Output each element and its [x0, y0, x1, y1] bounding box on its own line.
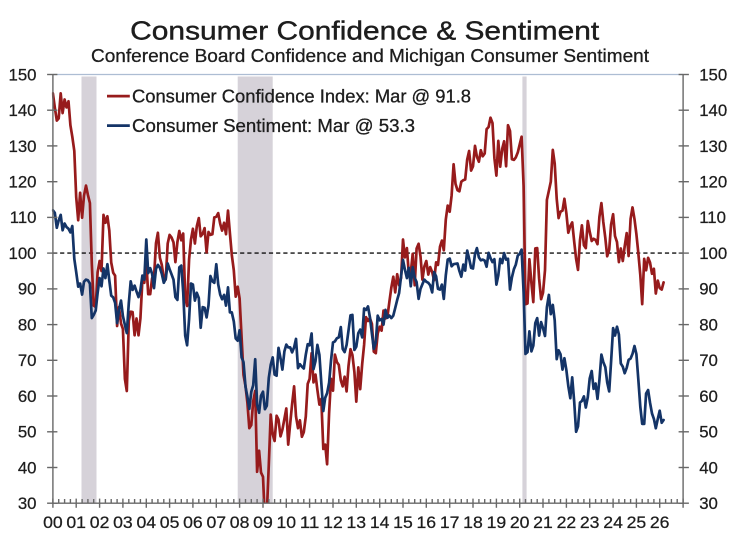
svg-text:20: 20 — [510, 513, 530, 532]
svg-text:130: 130 — [9, 137, 37, 156]
svg-text:08: 08 — [230, 513, 250, 532]
svg-text:140: 140 — [699, 101, 727, 120]
svg-text:25: 25 — [627, 513, 647, 532]
svg-text:60: 60 — [699, 387, 718, 406]
svg-text:24: 24 — [603, 513, 623, 532]
svg-text:14: 14 — [370, 513, 390, 532]
svg-text:16: 16 — [417, 513, 437, 532]
svg-text:120: 120 — [9, 173, 37, 192]
svg-text:140: 140 — [9, 101, 37, 120]
svg-text:30: 30 — [18, 494, 37, 513]
svg-text:90: 90 — [699, 280, 718, 299]
svg-text:50: 50 — [699, 423, 718, 442]
svg-text:21: 21 — [533, 513, 553, 532]
svg-text:18: 18 — [463, 513, 483, 532]
svg-text:00: 00 — [43, 513, 63, 532]
svg-text:22: 22 — [557, 513, 577, 532]
svg-text:50: 50 — [18, 423, 37, 442]
svg-text:19: 19 — [487, 513, 507, 532]
svg-text:02: 02 — [90, 513, 110, 532]
svg-text:Conference Board Confidence an: Conference Board Confidence and Michigan… — [91, 45, 650, 66]
svg-text:Consumer Sentiment: Mar @ 53.3: Consumer Sentiment: Mar @ 53.3 — [132, 116, 415, 136]
svg-text:110: 110 — [10, 208, 37, 227]
svg-text:100: 100 — [9, 244, 37, 263]
svg-text:15: 15 — [393, 513, 413, 532]
svg-text:09: 09 — [253, 513, 273, 532]
svg-text:40: 40 — [18, 458, 37, 477]
svg-text:13: 13 — [347, 513, 367, 532]
svg-text:04: 04 — [137, 513, 157, 532]
svg-text:70: 70 — [18, 351, 37, 370]
svg-text:11: 11 — [300, 513, 320, 532]
svg-text:03: 03 — [113, 513, 133, 532]
svg-text:26: 26 — [650, 513, 670, 532]
svg-text:06: 06 — [183, 513, 203, 532]
svg-text:17: 17 — [440, 513, 460, 532]
svg-text:40: 40 — [699, 458, 718, 477]
svg-text:01: 01 — [66, 513, 86, 532]
svg-text:150: 150 — [9, 65, 37, 84]
svg-text:23: 23 — [580, 513, 600, 532]
svg-text:30: 30 — [699, 494, 718, 513]
svg-text:130: 130 — [699, 137, 727, 156]
svg-text:Consumer Confidence Index: Mar: Consumer Confidence Index: Mar @ 91.8 — [132, 87, 471, 107]
svg-text:05: 05 — [160, 513, 180, 532]
svg-text:150: 150 — [699, 65, 727, 84]
svg-text:80: 80 — [18, 315, 37, 334]
svg-text:80: 80 — [699, 315, 718, 334]
svg-text:Consumer Confidence & Sentimen: Consumer Confidence & Sentiment — [130, 15, 600, 45]
svg-text:100: 100 — [699, 244, 727, 263]
svg-text:60: 60 — [18, 387, 37, 406]
svg-text:90: 90 — [18, 280, 37, 299]
svg-text:10: 10 — [277, 513, 297, 532]
svg-text:12: 12 — [323, 513, 343, 532]
svg-text:70: 70 — [699, 351, 718, 370]
svg-text:07: 07 — [207, 513, 227, 532]
svg-text:120: 120 — [699, 173, 727, 192]
svg-text:110: 110 — [699, 208, 726, 227]
